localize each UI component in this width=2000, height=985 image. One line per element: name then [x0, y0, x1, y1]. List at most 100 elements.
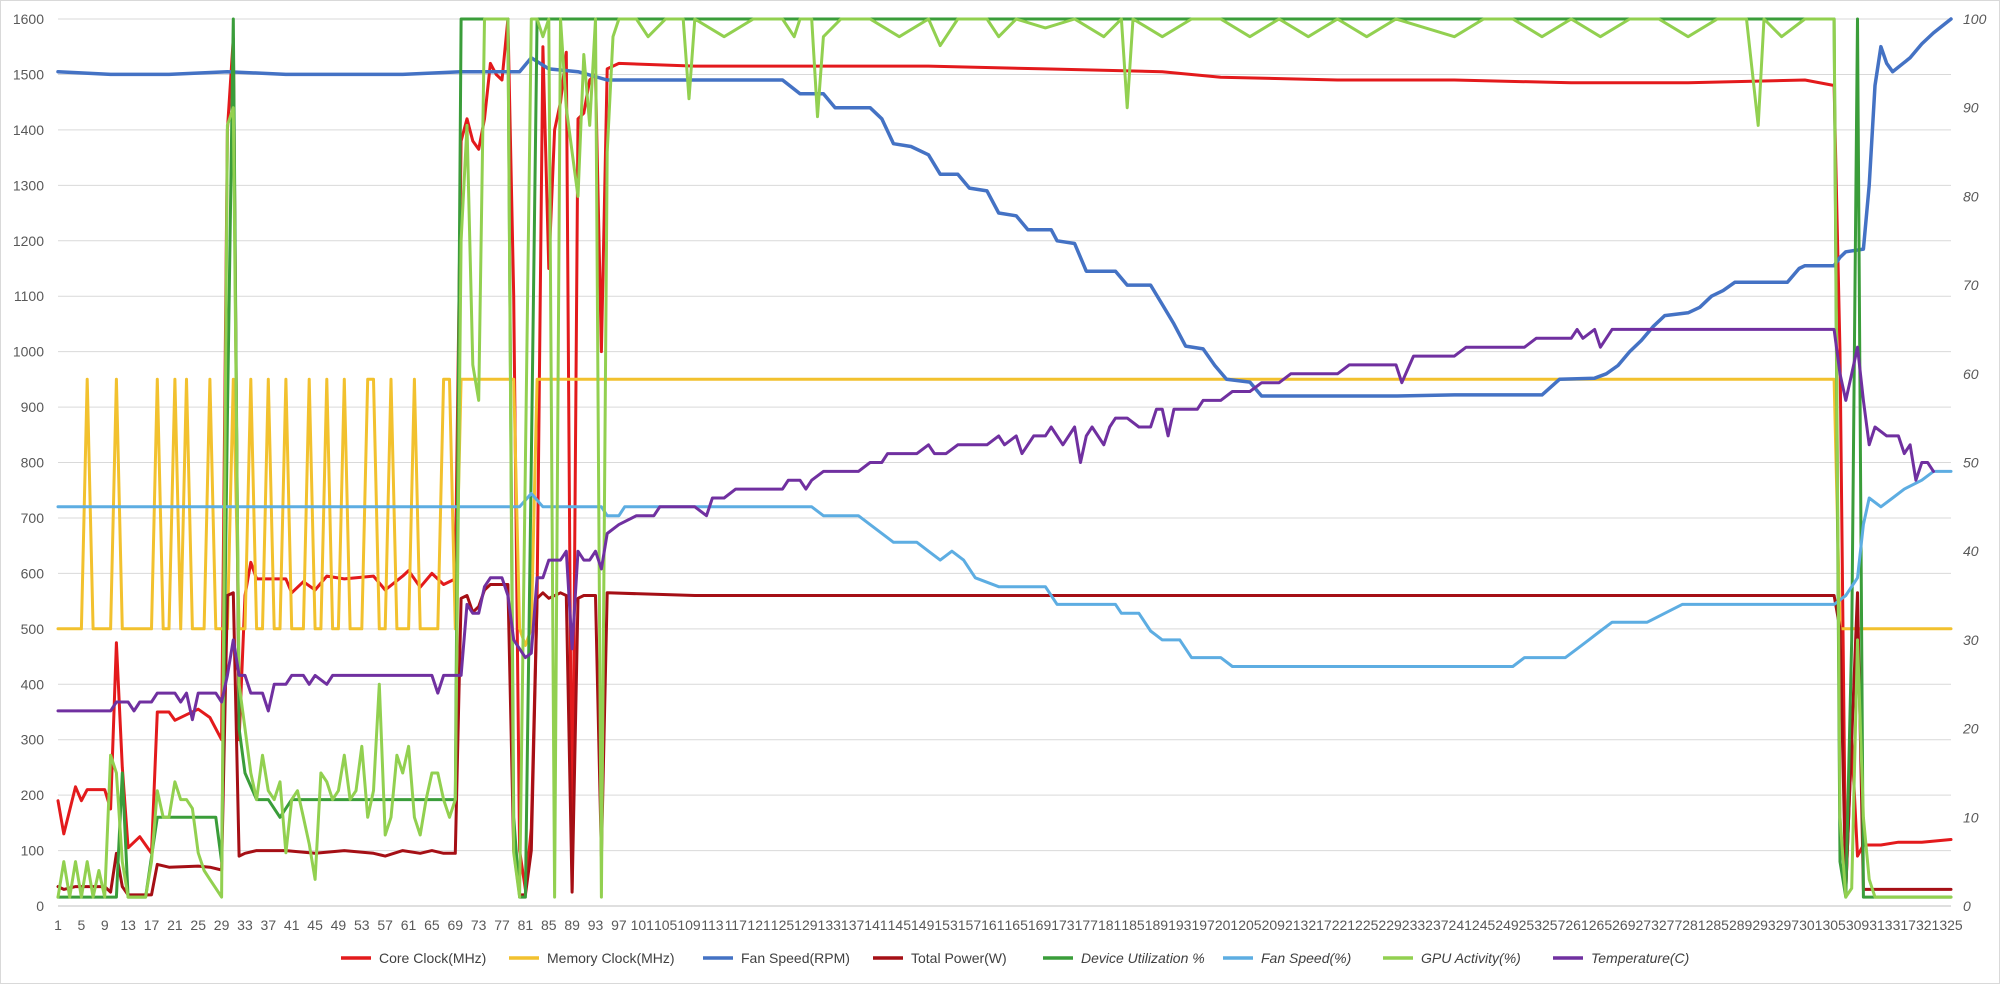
left-tick-label: 800	[21, 455, 45, 471]
x-tick-label: 225	[1355, 917, 1379, 933]
right-tick-label: 0	[1963, 898, 1971, 914]
x-tick-label: 129	[794, 917, 818, 933]
x-tick-label: 137	[841, 917, 865, 933]
x-tick-label: 89	[564, 917, 580, 933]
legend-label: Core Clock(MHz)	[379, 950, 486, 966]
right-tick-label: 50	[1963, 455, 1979, 471]
left-tick-label: 1400	[13, 122, 44, 138]
legend-label: Total Power(W)	[911, 950, 1007, 966]
x-tick-label: 205	[1238, 917, 1262, 933]
x-tick-label: 9	[101, 917, 109, 933]
x-tick-label: 245	[1472, 917, 1496, 933]
legend-label: Temperature(C)	[1591, 950, 1689, 966]
series-line	[56, 583, 1953, 897]
x-tick-label: 101	[631, 917, 655, 933]
x-tick-label: 109	[677, 917, 701, 933]
left-tick-label: 200	[21, 787, 45, 803]
x-tick-label: 173	[1051, 917, 1075, 933]
x-tick-label: 305	[1822, 917, 1846, 933]
x-tick-label: 105	[654, 917, 678, 933]
x-tick-label: 133	[818, 917, 842, 933]
x-tick-label: 185	[1121, 917, 1145, 933]
left-tick-label: 1100	[14, 288, 44, 304]
x-tick-label: 25	[190, 917, 206, 933]
x-tick-label: 21	[167, 917, 183, 933]
left-tick-label: 1500	[13, 66, 44, 82]
x-tick-label: 257	[1542, 917, 1566, 933]
x-tick-label: 57	[377, 917, 393, 933]
x-tick-label: 113	[701, 917, 724, 933]
right-tick-label: 30	[1963, 632, 1979, 648]
x-tick-label: 153	[934, 917, 958, 933]
legend: Core Clock(MHz) Memory Clock(MHz) Fan Spee…	[341, 950, 1689, 966]
left-tick-label: 900	[21, 399, 45, 415]
x-tick-label: 317	[1893, 917, 1917, 933]
right-tick-label: 90	[1963, 100, 1979, 116]
gridlines	[58, 18, 1951, 852]
x-tick-label: 157	[958, 917, 982, 933]
x-tick-label: 93	[588, 917, 604, 933]
series-lines	[56, 17, 1953, 899]
x-tick-label: 65	[424, 917, 440, 933]
x-tick-label: 285	[1706, 917, 1730, 933]
x-tick-label: 53	[354, 917, 370, 933]
x-tick-label: 145	[888, 917, 912, 933]
x-tick-label: 41	[284, 917, 300, 933]
x-tick-label: 197	[1191, 917, 1215, 933]
x-tick-label: 273	[1636, 917, 1660, 933]
x-tick-label: 97	[611, 917, 627, 933]
x-tick-label: 309	[1846, 917, 1870, 933]
x-tick-label: 165	[1005, 917, 1029, 933]
x-tick-label: 169	[1028, 917, 1052, 933]
left-tick-label: 300	[21, 732, 45, 748]
x-tick-label: 121	[747, 917, 771, 933]
x-tick-label: 189	[1145, 917, 1169, 933]
x-tick-label: 77	[494, 917, 510, 933]
x-tick-label: 265	[1589, 917, 1613, 933]
left-y-axis: 0 100 200 300 400 500 600 700 800 900 1000 1100 1200…	[13, 11, 44, 914]
legend-label: Memory Clock(MHz)	[547, 950, 675, 966]
left-tick-label: 600	[21, 565, 45, 581]
x-tick-label: 297	[1776, 917, 1800, 933]
x-tick-label: 237	[1425, 917, 1449, 933]
x-axis: 1 5 9 13 17 21 25 29 33 37 41 45 49 53 57 61 65 69 73 77 81 8…	[54, 905, 1963, 933]
x-tick-label: 117	[725, 917, 748, 933]
x-tick-label: 217	[1308, 917, 1332, 933]
right-tick-label: 60	[1963, 366, 1979, 382]
x-tick-label: 221	[1332, 917, 1356, 933]
series-line	[56, 377, 1953, 647]
x-tick-label: 325	[1939, 917, 1963, 933]
left-tick-label: 500	[21, 621, 45, 637]
x-tick-label: 233	[1402, 917, 1426, 933]
right-tick-label: 70	[1963, 277, 1979, 293]
x-tick-label: 37	[261, 917, 277, 933]
x-tick-label: 249	[1495, 917, 1519, 933]
x-tick-label: 161	[981, 917, 1005, 933]
x-tick-label: 177	[1075, 917, 1099, 933]
x-tick-label: 73	[471, 917, 487, 933]
x-tick-label: 229	[1378, 917, 1402, 933]
right-tick-label: 10	[1963, 809, 1979, 825]
left-tick-label: 400	[21, 676, 45, 692]
x-tick-label: 209	[1262, 917, 1286, 933]
x-tick-label: 45	[307, 917, 323, 933]
series-line	[56, 469, 1953, 668]
right-tick-label: 40	[1963, 543, 1979, 559]
series-line	[56, 17, 1953, 398]
series-line	[56, 17, 1953, 891]
series-line	[56, 17, 1953, 899]
right-tick-label: 20	[1962, 721, 1979, 737]
x-tick-label: 5	[77, 917, 85, 933]
x-tick-label: 61	[401, 917, 417, 933]
x-tick-label: 125	[771, 917, 795, 933]
right-y-axis: 0 10 20 30 40 50 60 70 80 90 100	[1962, 11, 1987, 914]
x-tick-label: 261	[1565, 917, 1589, 933]
x-tick-label: 213	[1285, 917, 1309, 933]
x-tick-label: 293	[1752, 917, 1776, 933]
x-tick-label: 281	[1682, 917, 1706, 933]
x-tick-label: 277	[1659, 917, 1683, 933]
x-tick-label: 253	[1519, 917, 1543, 933]
left-tick-label: 1200	[13, 233, 44, 249]
x-tick-label: 321	[1916, 917, 1940, 933]
